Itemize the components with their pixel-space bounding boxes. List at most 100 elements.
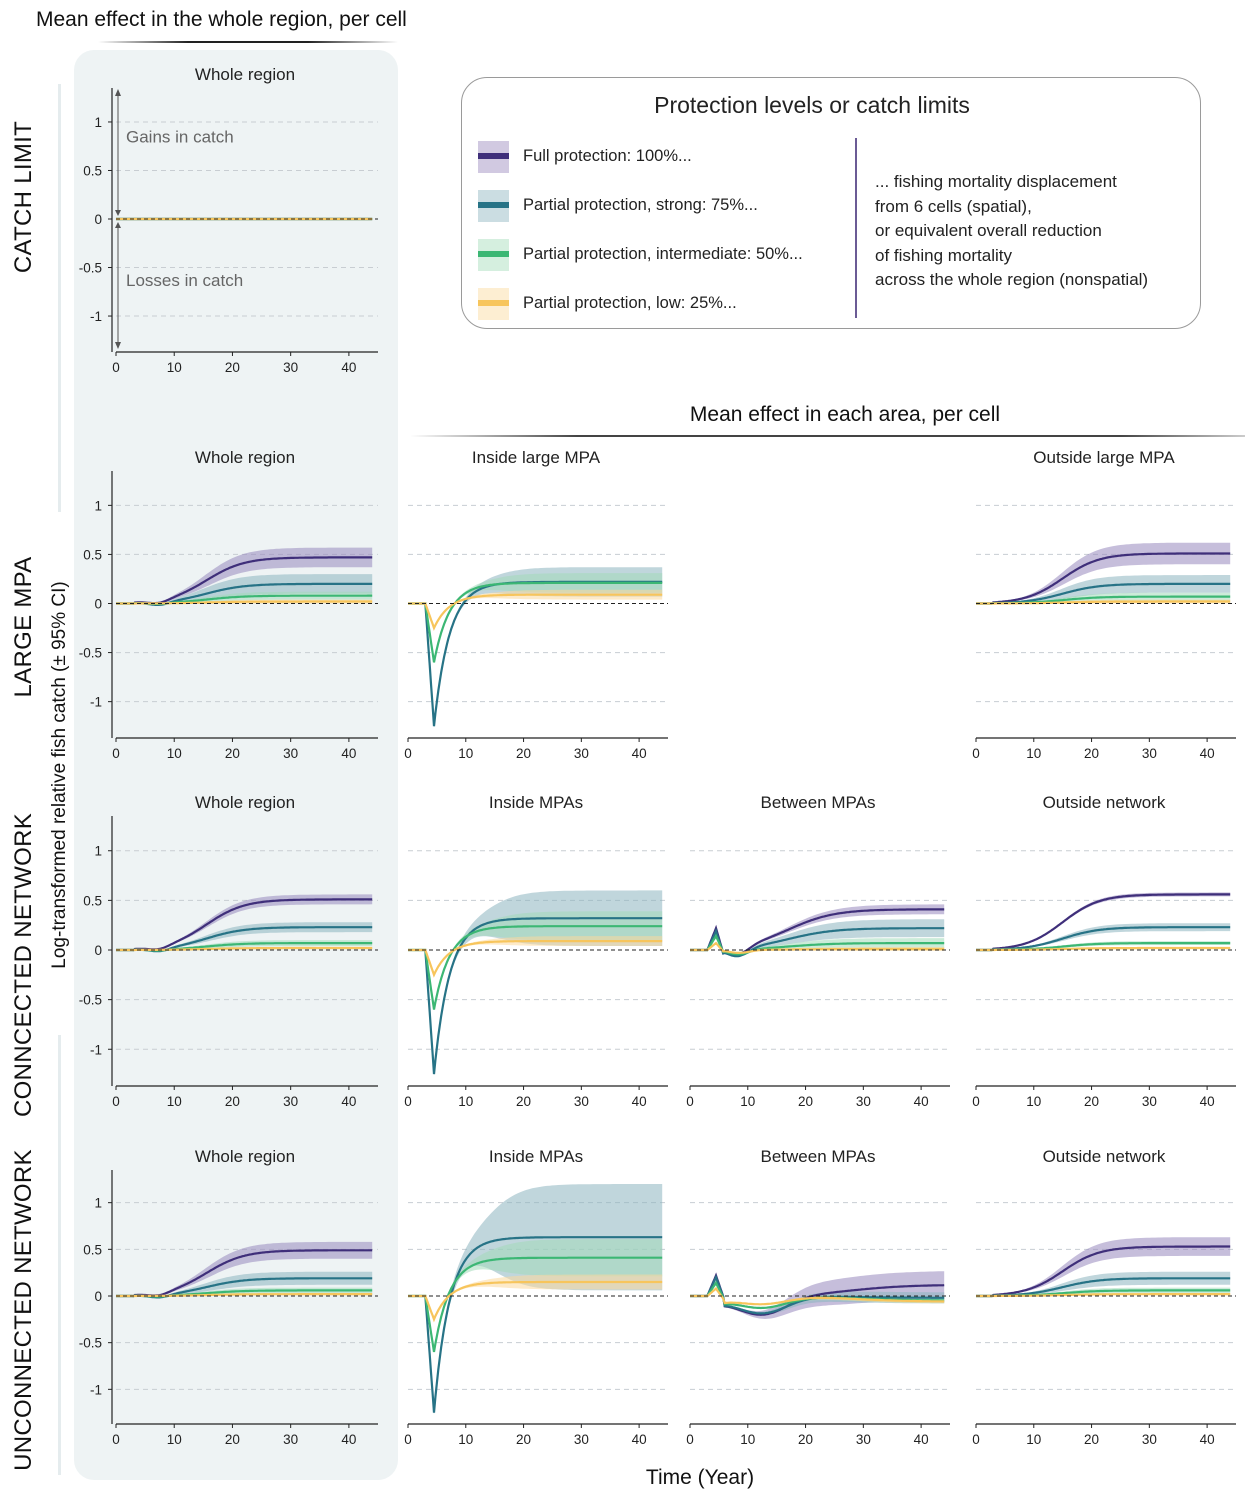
- series-line-100pct: [976, 893, 1231, 952]
- x-tick-label: 10: [458, 1432, 473, 1447]
- chart-panel-conn_inside: Inside MPAs 0 10 20 30 40: [404, 793, 668, 1109]
- legend-label: Partial protection, intermediate: 50%...: [523, 245, 803, 263]
- y-tick-label: -0.5: [79, 646, 102, 661]
- series-line-50pct: [408, 925, 663, 1010]
- x-tick-label: 30: [283, 1432, 298, 1447]
- x-tick-label: 30: [856, 1432, 871, 1447]
- x-tick-label: 30: [574, 1432, 589, 1447]
- y-tick-label: 1: [94, 498, 102, 513]
- ci-band-50pct: [408, 1239, 663, 1353]
- series-line-25pct: [408, 1280, 663, 1323]
- series-line-25pct: [408, 593, 663, 631]
- x-tick-label: 40: [632, 1094, 647, 1109]
- x-tick-label: 10: [458, 746, 473, 761]
- arrow-head: [115, 89, 121, 96]
- series-line-75pct: [976, 926, 1231, 952]
- arrow-head: [115, 342, 121, 349]
- chart-panel-conn_outside: Outside network 0 10 20 30 40: [972, 793, 1236, 1109]
- x-tick-label: 30: [574, 1094, 589, 1109]
- x-tick-label: 0: [112, 360, 120, 375]
- panel-title: Outside network: [1043, 1147, 1166, 1166]
- x-tick-label: 20: [516, 1094, 531, 1109]
- series-line-50pct: [690, 933, 945, 956]
- x-tick-label: 10: [1026, 746, 1041, 761]
- x-tick-label: 0: [404, 746, 412, 761]
- x-tick-label: 20: [516, 1432, 531, 1447]
- y-tick-label: 0.5: [83, 1242, 102, 1257]
- x-tick-label: 40: [1200, 746, 1215, 761]
- chart-panel-unconn_inside: Inside MPAs 0 10 20 30 40: [404, 1147, 668, 1447]
- series-line-75pct: [408, 917, 663, 1075]
- y-tick-label: -1: [90, 309, 102, 324]
- legend-label: Partial protection, strong: 75%...: [523, 196, 758, 214]
- y-tick-label: -0.5: [79, 261, 102, 276]
- ci-band-25pct: [408, 589, 663, 629]
- legend-title: Protection levels or catch limits: [654, 92, 970, 118]
- y-tick-label: 1: [94, 844, 102, 859]
- chart-panel-large_inside: Inside large MPA 0 10 20 30 40: [404, 448, 668, 761]
- panel-title: Inside MPAs: [489, 793, 583, 812]
- row-label-large-mpa: LARGE MPA: [10, 556, 37, 698]
- legend-divider: [855, 138, 857, 318]
- x-tick-label: 10: [167, 746, 182, 761]
- panel-title: Whole region: [195, 448, 295, 467]
- legend-note-line: across the whole region (nonspatial): [875, 270, 1149, 289]
- x-tick-label: 10: [1026, 1094, 1041, 1109]
- legend-swatch: [478, 288, 509, 320]
- y-tick-label: 0: [94, 212, 102, 227]
- panel-title: Whole region: [195, 65, 295, 84]
- x-tick-label: 40: [341, 1432, 356, 1447]
- gains-label: Gains in catch: [126, 128, 234, 147]
- x-tick-label: 20: [1084, 1094, 1099, 1109]
- x-tick-label: 40: [1200, 1094, 1215, 1109]
- chart-panel-large_whole: Whole region 1 0.5 0 -0.5 -1 0 10 20 30 40: [79, 448, 378, 761]
- y-tick-label: -0.5: [79, 993, 102, 1008]
- row-label-connected-network: CONNCECTED NETWORK: [10, 812, 37, 1118]
- ci-band-100pct: [116, 547, 373, 604]
- ci-band-75pct: [976, 575, 1231, 604]
- x-tick-label: 40: [914, 1094, 929, 1109]
- panel-title: Outside network: [1043, 793, 1166, 812]
- middle-header-rule: [410, 435, 1245, 437]
- x-tick-label: 40: [1200, 1432, 1215, 1447]
- x-tick-label: 40: [914, 1432, 929, 1447]
- x-tick-label: 40: [632, 1432, 647, 1447]
- x-tick-label: 0: [112, 746, 120, 761]
- y-tick-label: -0.5: [79, 1336, 102, 1351]
- row-label-catch-limit: CATCH LIMIT: [10, 120, 37, 274]
- ci-band-75pct: [116, 922, 373, 952]
- chart-panel-catch_whole: Whole region 1 0.5 0 -0.5 -1 0 10 20 30 40 Gains in…: [79, 65, 378, 375]
- x-tick-label: 40: [341, 360, 356, 375]
- x-tick-label: 30: [1142, 1094, 1157, 1109]
- y-tick-label: -1: [90, 1042, 102, 1057]
- legend-box: Protection levels or catch limits Full p…: [461, 77, 1201, 329]
- x-tick-label: 0: [112, 1094, 120, 1109]
- x-tick-label: 20: [1084, 1432, 1099, 1447]
- x-tick-label: 20: [1084, 746, 1099, 761]
- whole-region-column-background: [74, 50, 398, 1480]
- legend-note: ... fishing mortality displacement from …: [875, 170, 1148, 293]
- series-line-25pct: [690, 1286, 945, 1306]
- x-tick-label: 30: [1142, 1432, 1157, 1447]
- chart-panel-large_outside: Outside large MPA 0 10 20 30 40: [972, 448, 1236, 761]
- legend-note-line: or equivalent overall reduction: [875, 221, 1102, 240]
- x-tick-label: 10: [167, 1094, 182, 1109]
- x-tick-label: 20: [225, 746, 240, 761]
- series-line-100pct: [976, 1245, 1231, 1298]
- panel-title: Between MPAs: [761, 1147, 876, 1166]
- legend-label: Full protection: 100%...: [523, 147, 692, 165]
- legend-swatch: [478, 239, 509, 271]
- row-divider-line: [58, 1035, 61, 1475]
- x-tick-label: 30: [574, 746, 589, 761]
- x-tick-label: 20: [225, 360, 240, 375]
- legend-note-line: from 6 cells (spatial),: [875, 196, 1032, 216]
- y-tick-label: 1: [94, 1196, 102, 1211]
- y-tick-label: 0.5: [83, 163, 102, 178]
- x-tick-label: 10: [167, 360, 182, 375]
- ci-band-50pct: [408, 911, 663, 1011]
- series-line-50pct: [408, 581, 663, 663]
- chart-panel-unconn_between: Between MPAs 0 10 20 30 40: [686, 1147, 950, 1447]
- x-tick-label: 20: [798, 1094, 813, 1109]
- chart-panel-unconn_outside: Outside network 0 10 20 30 40: [972, 1147, 1236, 1447]
- series-line-100pct: [976, 552, 1231, 605]
